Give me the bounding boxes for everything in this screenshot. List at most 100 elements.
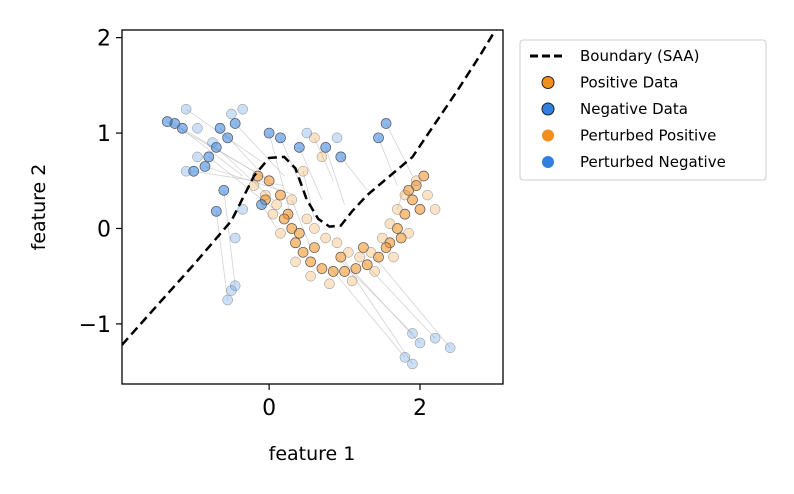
x-tick-label: 2	[413, 396, 427, 421]
connector-line	[363, 261, 436, 339]
perturbed-negative-point	[207, 137, 218, 148]
positive-data-point	[309, 242, 320, 253]
perturbed-negative-point	[444, 342, 456, 353]
perturbed-positive-point	[384, 218, 396, 229]
positive-data-point	[358, 242, 369, 253]
perturbed-positive-point	[403, 227, 414, 239]
perturbed-positive-point	[369, 266, 380, 277]
y-tick-label: 1	[97, 122, 111, 147]
axis-ticks: 0 2 −1 0 1 2	[79, 27, 427, 421]
negative-data-point	[293, 142, 305, 153]
perturbed-negative-point	[407, 358, 418, 370]
perturbed-negative-point	[229, 280, 241, 291]
perturbed-positive-point	[399, 189, 411, 201]
legend-marker-swatch	[542, 129, 554, 142]
perturbed-positive-point	[309, 223, 320, 234]
perturbed-positive-point	[324, 278, 335, 290]
connector-line	[223, 190, 236, 286]
scatter-points	[161, 103, 456, 370]
negative-data-point	[214, 122, 226, 134]
positive-data-point	[290, 237, 301, 249]
perturbed-positive-point	[248, 180, 260, 191]
perturbed-positive-point	[290, 256, 301, 268]
positive-data-point	[418, 170, 430, 182]
perturbed-negative-point	[192, 123, 203, 134]
legend-label: Perturbed Positive	[580, 127, 716, 145]
connector-line	[234, 123, 285, 177]
perturbed-positive-point	[309, 132, 320, 144]
perturbed-positive-point	[275, 227, 286, 239]
negative-data-point	[320, 142, 332, 153]
positive-data-point	[327, 266, 339, 277]
perturbed-negative-point	[237, 204, 248, 215]
connector-line	[208, 156, 281, 215]
positive-data-point	[373, 251, 384, 263]
legend-frame	[519, 39, 767, 181]
perturbed-positive-point	[365, 247, 377, 258]
connector-line	[374, 256, 451, 348]
connector-line	[291, 199, 311, 248]
negative-data-point	[199, 161, 211, 172]
negative-data-point	[218, 184, 230, 196]
negative-data-point	[263, 127, 275, 139]
perturbed-negative-point	[301, 127, 313, 139]
perturbed-negative-point	[222, 294, 233, 306]
connector-line	[268, 132, 293, 220]
legend-label: Perturbed Negative	[580, 153, 726, 171]
perturbed-negative-point	[331, 132, 343, 144]
positive-data-point	[275, 189, 286, 201]
perturbed-negative-point	[414, 337, 426, 349]
connector-line	[325, 147, 345, 205]
negative-data-point	[203, 151, 215, 163]
legend-label: Negative Data	[580, 100, 688, 118]
connector-line	[216, 147, 274, 201]
perturbed-positive-point	[392, 204, 403, 215]
perturbed-negative-point	[237, 103, 248, 115]
perturbed-positive-point	[346, 275, 358, 287]
connector-line	[378, 137, 398, 186]
negative-data-point	[188, 165, 200, 177]
positive-data-point	[350, 263, 362, 274]
y-tick-label: 2	[97, 27, 111, 52]
positive-data-point	[361, 259, 373, 271]
connector-line	[348, 268, 413, 365]
perturbed-positive-point	[271, 199, 282, 210]
perturbed-positive-point	[429, 204, 441, 215]
perturbed-positive-point	[388, 251, 399, 263]
perturbed-positive-point	[260, 189, 271, 201]
x-axis-label: feature 1	[269, 443, 356, 465]
y-axis-label: feature 2	[28, 164, 50, 251]
perturbed-positive-point	[410, 175, 422, 187]
perturbed-negative-point	[226, 108, 237, 120]
perturbed-positive-point	[297, 165, 309, 177]
perturbed-positive-point	[301, 213, 313, 225]
perturbed-positive-point	[422, 189, 433, 201]
perturbed-negative-point	[229, 232, 241, 244]
perturbed-positive-point	[354, 251, 365, 263]
positive-data-point	[339, 266, 350, 277]
positive-data-point	[286, 223, 298, 234]
perturbed-negative-point	[180, 165, 192, 177]
perturbed-positive-point	[320, 232, 331, 244]
perturbed-positive-point	[286, 194, 298, 206]
connector-line	[215, 211, 229, 301]
positive-data-point	[395, 232, 407, 244]
perturbed-positive-point	[305, 270, 316, 282]
positive-data-point	[414, 204, 426, 215]
positive-data-point	[297, 246, 309, 258]
positive-data-point	[399, 208, 411, 220]
connector-line	[385, 123, 413, 177]
boundary-curve	[122, 30, 497, 346]
perturbed-positive-point	[377, 232, 388, 244]
boundary-line	[122, 30, 497, 346]
legend: Boundary (SAA) Positive Data Negative Data…	[519, 39, 767, 181]
y-tick-label: −1	[79, 313, 111, 338]
positive-data-point	[305, 256, 316, 268]
positive-data-point	[407, 194, 418, 206]
connector-line	[314, 137, 334, 181]
perturbed-negative-point	[399, 352, 411, 363]
connector-line	[340, 156, 368, 191]
positive-data-point	[278, 213, 290, 225]
positive-data-point	[380, 242, 392, 253]
